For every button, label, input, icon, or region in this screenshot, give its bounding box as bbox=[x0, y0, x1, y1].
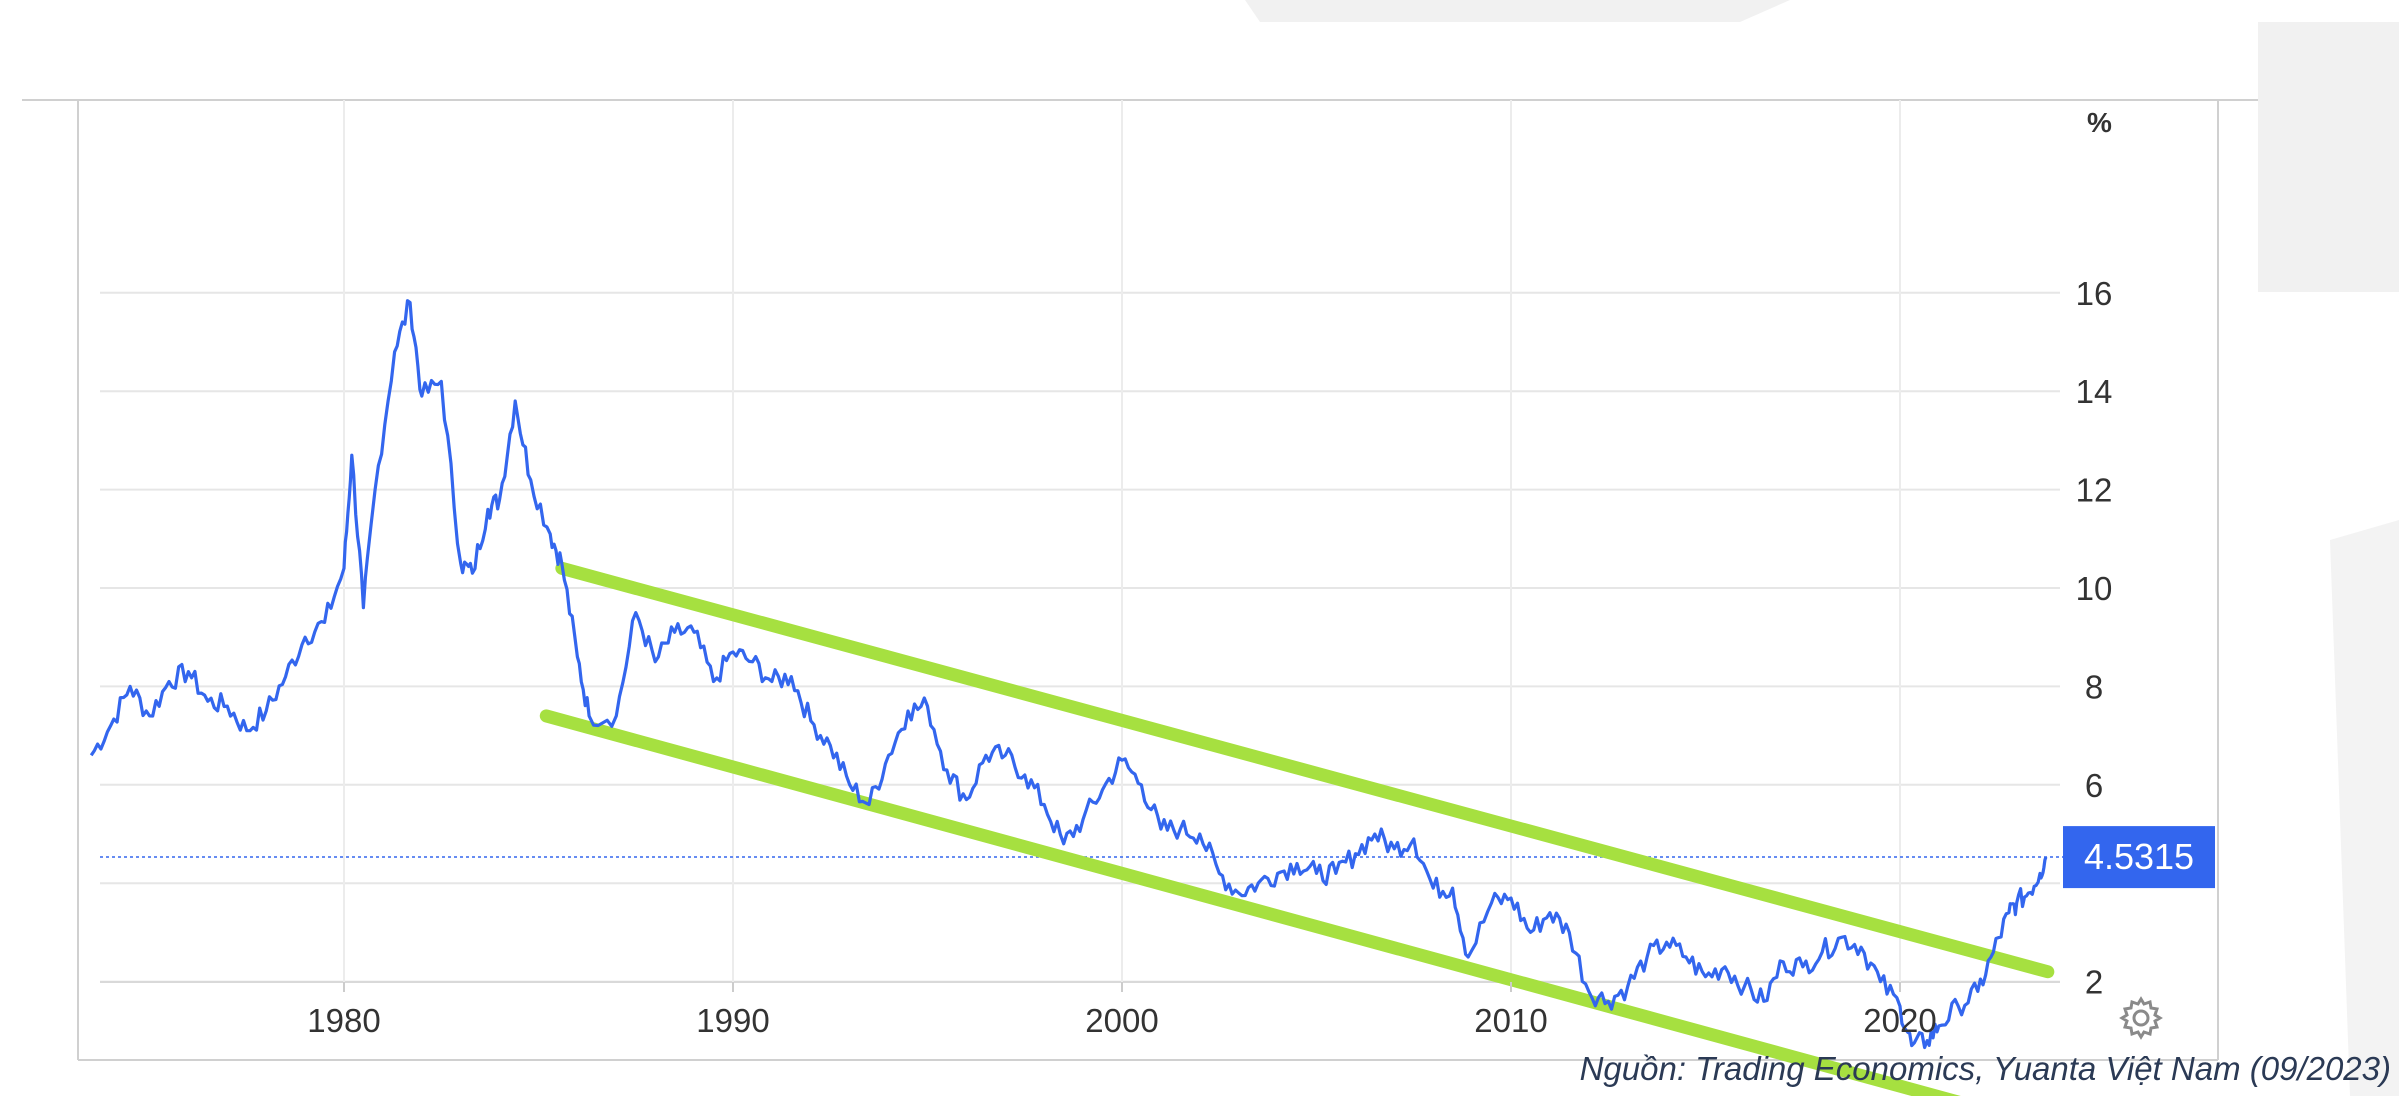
x-tick-label: 2000 bbox=[1085, 1002, 1158, 1039]
y-tick-label: 2 bbox=[2085, 964, 2103, 1001]
source-note: Nguồn: Trading Economics, Yuanta Việt Na… bbox=[1579, 1050, 2391, 1087]
last-value-badge-bg bbox=[2063, 826, 2215, 889]
series-line bbox=[89, 299, 2048, 1050]
watermark-shape bbox=[1245, 0, 1790, 22]
last-value-badge: 4.5315 bbox=[2063, 826, 2215, 889]
y-tick-label: 16 bbox=[2076, 275, 2113, 312]
channel-upper-line bbox=[555, 561, 2055, 979]
series bbox=[89, 299, 2048, 1050]
x-tick-label: 1980 bbox=[307, 1002, 380, 1039]
channel-lower-line bbox=[539, 709, 1961, 1096]
axes: 1980 1990 2000 2010 2020 2 6 8 10 12 14 16 bbox=[307, 275, 2112, 1039]
y-tick-label: 8 bbox=[2085, 668, 2103, 705]
trend-channel bbox=[539, 561, 2055, 1096]
y-tick-label: 6 bbox=[2085, 767, 2103, 804]
x-tick-label: 2020 bbox=[1863, 1002, 1936, 1039]
x-tick-label: 1990 bbox=[696, 1002, 769, 1039]
y-axis-unit: % bbox=[2087, 107, 2112, 138]
watermark-shape-right bbox=[2330, 520, 2399, 1096]
y-tick-label: 10 bbox=[2076, 570, 2113, 607]
y-tick-label: 14 bbox=[2076, 373, 2113, 410]
y-tick-label: 12 bbox=[2076, 472, 2113, 509]
gear-icon bbox=[2119, 996, 2163, 1040]
grid bbox=[100, 100, 2063, 983]
settings-button[interactable] bbox=[2118, 995, 2164, 1041]
last-value-label: 4.5315 bbox=[2084, 836, 2194, 877]
right-panel-bg bbox=[2258, 22, 2399, 292]
top-banner bbox=[0, 0, 2399, 20]
x-tick-label: 2010 bbox=[1474, 1002, 1547, 1039]
